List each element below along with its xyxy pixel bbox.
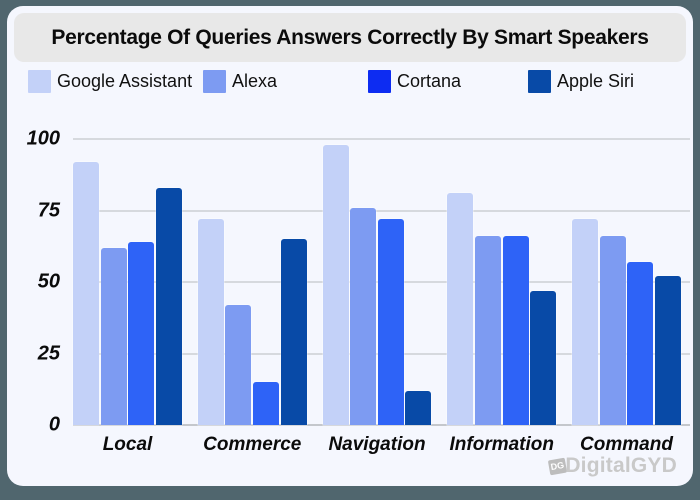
bar-information-alexa [474,236,501,425]
bar-group-information [447,139,557,425]
legend-label: Apple Siri [557,70,635,91]
dg-logo-icon: DG [548,457,568,475]
x-axis-label-navigation: Navigation [328,434,426,455]
page-title: Percentage Of Queries Answers Correctly … [51,25,649,49]
y-tick-label: 100 [26,127,60,150]
gridline [73,209,690,212]
bar-navigation-google-assistant [322,144,349,425]
legend-swatch-icon [368,69,391,93]
bar-information-cortana [502,236,529,425]
bar-command-google-assistant [572,219,598,425]
bar-commerce-google-assistant [197,219,224,425]
bar-local-google-assistant [73,161,99,425]
bar-local-apple-siri [155,187,182,425]
x-axis-baseline [73,424,690,426]
y-tick-label: 75 [37,199,60,221]
bars-row [73,139,681,425]
plot-area [73,138,690,426]
x-axis-label-information: Information [449,434,555,455]
bar-local-alexa [100,247,127,425]
bar-command-alexa [599,236,626,425]
y-axis: 100 75 50 25 0 [7,128,60,436]
bar-information-google-assistant [447,193,474,425]
legend-item-alexa: Alexa [203,68,277,94]
legend-label: Cortana [397,70,462,91]
bar-group-local [73,139,182,425]
bar-group-commerce [197,139,307,425]
legend-swatch-icon [203,69,226,93]
legend-item-google-assistant: Google Assistant [28,68,192,94]
gridline [73,138,690,140]
legend-item-apple-siri: Apple Siri [528,68,634,94]
legend: Google Assistant Alexa Cortana Apple Siri [7,68,693,98]
bar-commerce-cortana [253,382,280,425]
legend-label: Google Assistant [57,70,193,91]
y-tick-label: 0 [48,413,60,436]
title-banner: Percentage Of Queries Answers Correctly … [14,13,686,62]
x-axis-label-commerce: Commerce [203,434,302,455]
legend-swatch-icon [528,69,551,93]
bar-chart: 100 75 50 25 0 Local Commerce Navigation Inform… [7,6,693,486]
bar-group-navigation [322,139,432,425]
bar-local-cortana [128,241,155,425]
x-axis-label-local: Local [102,434,153,455]
bar-group-command [572,139,681,425]
bar-commerce-apple-siri [280,239,307,425]
legend-label: Alexa [232,70,278,91]
chart-card: Percentage Of Queries Answers Correctly … [7,6,693,486]
bar-information-apple-siri [530,290,557,425]
legend-swatch-icon [28,69,51,93]
bar-navigation-cortana [377,219,404,425]
bar-commerce-alexa [225,304,252,425]
legend-item-cortana: Cortana [368,68,461,94]
x-axis-label-command: Command [580,434,673,455]
y-tick-label: 25 [37,342,60,364]
y-tick-label: 50 [37,270,60,293]
x-axis: Local Commerce Navigation Information Comman… [73,431,681,459]
watermark-brand-text: DigitalGYD [565,454,677,477]
bar-navigation-apple-siri [405,390,432,425]
bar-command-cortana [627,261,654,425]
bar-command-apple-siri [654,276,681,425]
bar-navigation-alexa [350,207,377,425]
watermark: DG DigitalGYD [548,454,677,478]
